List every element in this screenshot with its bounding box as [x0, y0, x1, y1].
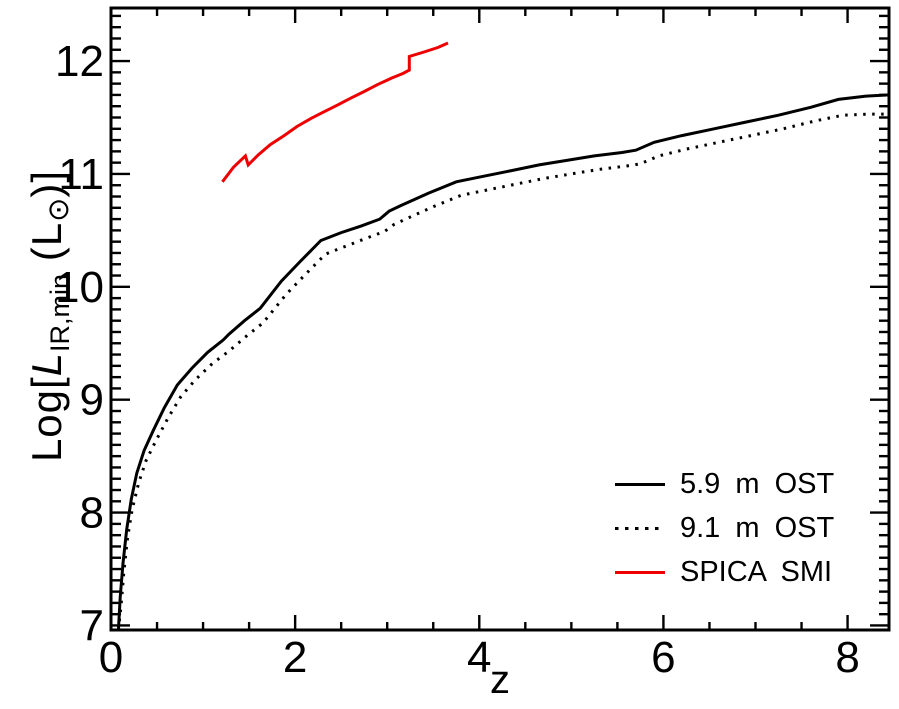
y-axis-title: Log[LIR,min (L⊙)]	[23, 169, 75, 463]
y-axis-title-close: )]	[23, 169, 70, 198]
legend-item-spica-smi: SPICA SMI	[615, 550, 834, 594]
y-tick-label: 7	[80, 601, 104, 650]
x-tick-label: 8	[835, 633, 859, 682]
sun-symbol-icon: ⊙	[41, 197, 75, 222]
series-line-9-1-m-ost	[116, 112, 889, 631]
x-axis-title: z	[490, 658, 510, 702]
y-axis-title-paren: (L	[23, 221, 70, 274]
legend-swatch-solid-line	[615, 482, 665, 486]
y-tick-label: 12	[55, 37, 104, 86]
x-tick-label: 4	[467, 633, 491, 682]
y-tick-label: 10	[55, 263, 104, 312]
legend-label: 5.9 m OST	[680, 467, 835, 500]
legend-item-59m-ost: 5.9 m OST	[615, 462, 834, 506]
axis-frame	[109, 6, 891, 632]
legend-item-91m-ost: 9.1 m OST	[615, 506, 834, 550]
y-axis-title-variable: L	[23, 351, 70, 377]
series-line-5-9-m-ost	[116, 93, 890, 631]
y-tick-label: 9	[80, 376, 104, 425]
x-tick-label: 0	[99, 633, 123, 682]
y-axis-title-prefix: Log[	[23, 376, 70, 463]
legend-swatch-red-line	[615, 570, 665, 574]
legend-label: 9.1 m OST	[680, 511, 835, 544]
y-tick-label: 11	[58, 150, 104, 199]
x-tick-label: 2	[283, 633, 307, 682]
legend-swatch-dotted-line	[615, 526, 665, 530]
y-tick-label: 8	[80, 489, 104, 538]
y-axis-title-subscript: IR,min	[45, 273, 75, 352]
legend: 5.9 m OST 9.1 m OST SPICA SMI	[615, 462, 834, 594]
x-tick-label: 6	[651, 633, 675, 682]
series-line-spica-smi	[221, 41, 449, 183]
legend-label: SPICA SMI	[680, 555, 833, 588]
